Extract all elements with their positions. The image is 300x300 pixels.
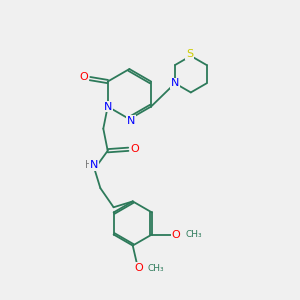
Text: N: N [171, 78, 179, 88]
Text: O: O [130, 144, 139, 154]
Text: O: O [80, 72, 88, 82]
Text: O: O [171, 230, 180, 239]
Text: H: H [85, 160, 93, 170]
Text: S: S [186, 50, 193, 59]
Text: CH₃: CH₃ [185, 230, 202, 239]
Text: CH₃: CH₃ [148, 264, 164, 273]
Text: O: O [134, 263, 143, 273]
Text: N: N [127, 116, 135, 126]
Text: N: N [103, 102, 112, 112]
Text: N: N [90, 160, 98, 170]
